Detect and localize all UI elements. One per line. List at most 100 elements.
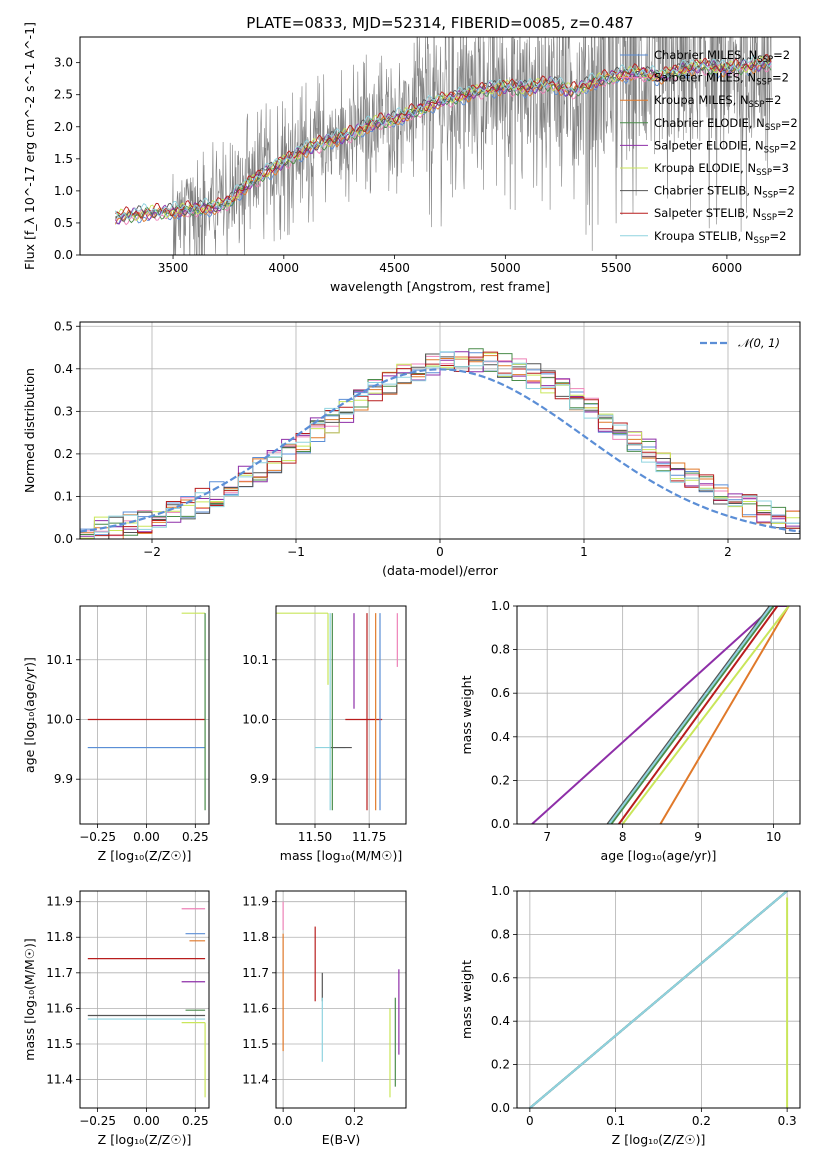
residual-histogram bbox=[80, 353, 800, 539]
y-tick-label: 10.0 bbox=[242, 712, 269, 726]
chart-age-vs-Z: −0.25 0.00 0.25 9.9 10.0 10.1 Z [log₁₀(Z/Z☉)] a… bbox=[22, 605, 210, 863]
y-tick-label: 9.9 bbox=[54, 772, 73, 786]
y-axis-label: age [log₁₀(age/yr)] bbox=[22, 657, 37, 773]
y-tick-label: 11.8 bbox=[46, 930, 73, 944]
x-axis-label: mass [log₁₀(M/M☉)] bbox=[280, 848, 402, 863]
y-tick-label: 0.8 bbox=[491, 927, 510, 941]
x-tick-label: 4000 bbox=[269, 261, 300, 275]
x-tick-label: 8 bbox=[619, 830, 627, 844]
chart-mass-vs-Z: −0.25 0.00 0.25 11.4 11.5 11.6 11.7 11.8 11.9 Z [… bbox=[22, 890, 210, 1147]
observed-spectrum-line bbox=[115, 37, 772, 255]
x-axis-label: Z [log₁₀(Z/Z☉)] bbox=[98, 848, 192, 863]
y-axis-label: mass weight bbox=[459, 675, 474, 754]
axes-frame bbox=[79, 36, 801, 256]
y-tick-label: 10.0 bbox=[46, 712, 73, 726]
x-axis-label: E(B-V) bbox=[322, 1132, 361, 1147]
legend-label: Chabrier MILES, NSSP=2 bbox=[654, 48, 790, 65]
y-tick-label: 9.9 bbox=[250, 772, 269, 786]
y-axis-label: mass weight bbox=[459, 960, 474, 1039]
y-tick-label: 2.5 bbox=[54, 88, 73, 102]
y-tick-label: 3.0 bbox=[54, 56, 73, 70]
x-tick-label: 0 bbox=[436, 545, 444, 559]
cumulative-line bbox=[606, 606, 771, 824]
y-tick-label: 0.0 bbox=[491, 1101, 510, 1115]
x-tick-label: 0.1 bbox=[606, 1114, 625, 1128]
y-tick-label: 11.5 bbox=[242, 1037, 269, 1051]
legend-label: Kroupa ELODIE, NSSP=3 bbox=[654, 161, 789, 178]
y-tick-label: 11.6 bbox=[242, 1001, 269, 1015]
plot-area-mass-vs-Z bbox=[87, 908, 206, 1098]
legend-label: Kroupa STELIB, NSSP=2 bbox=[654, 229, 786, 246]
axes-frame bbox=[516, 890, 801, 1109]
residual-histogram bbox=[80, 351, 800, 539]
y-tick-label: 11.8 bbox=[242, 930, 269, 944]
y-tick-label: 2.0 bbox=[54, 120, 73, 134]
x-tick-label: 0.00 bbox=[133, 1114, 160, 1128]
x-tick-label: 10 bbox=[766, 830, 781, 844]
plot-area-mass-vs-ebv bbox=[282, 901, 400, 1098]
y-tick-label: 0.3 bbox=[54, 404, 73, 418]
x-tick-label: −0.25 bbox=[79, 1114, 116, 1128]
y-tick-label: 1.0 bbox=[54, 184, 73, 198]
y-tick-label: 0.4 bbox=[491, 730, 510, 744]
x-tick-label: 2 bbox=[724, 545, 732, 559]
axes-frame bbox=[275, 605, 407, 825]
chart-cum-age: 7 8 9 10 0.0 0.2 0.4 0.6 0.8 1.0 age [log₁₀(age/yr… bbox=[459, 599, 801, 863]
x-tick-label: 11.75 bbox=[352, 830, 386, 844]
y-tick-label: 0.2 bbox=[491, 773, 510, 787]
legend-label: Salpeter STELIB, NSSP=2 bbox=[654, 206, 794, 223]
x-tick-label: 4500 bbox=[379, 261, 410, 275]
y-tick-label: 0.0 bbox=[54, 532, 73, 546]
cumulative-line bbox=[621, 606, 790, 824]
x-tick-label: 0.00 bbox=[133, 830, 160, 844]
y-tick-label: 0.0 bbox=[491, 817, 510, 831]
x-tick-label: 0.25 bbox=[182, 1114, 209, 1128]
y-tick-label: 1.5 bbox=[54, 152, 73, 166]
plot-area-spectrum bbox=[114, 37, 772, 255]
x-tick-label: 3500 bbox=[158, 261, 189, 275]
x-tick-label: 0.2 bbox=[692, 1114, 711, 1128]
x-tick-label: 0.3 bbox=[778, 1114, 797, 1128]
x-tick-label: 0.2 bbox=[345, 1114, 364, 1128]
plot-area-age-vs-Z bbox=[87, 612, 206, 811]
y-tick-label: 0.0 bbox=[54, 248, 73, 262]
model-spectrum-line bbox=[115, 53, 772, 219]
x-tick-label: 6000 bbox=[712, 261, 743, 275]
y-tick-label: 11.4 bbox=[242, 1073, 269, 1087]
cumulative-line bbox=[610, 606, 775, 824]
x-tick-label: 9 bbox=[694, 830, 702, 844]
x-tick-label: 0 bbox=[526, 1114, 534, 1128]
axes-frame bbox=[79, 605, 210, 825]
legend-label: Chabrier ELODIE, NSSP=2 bbox=[654, 116, 798, 133]
y-tick-label: 11.9 bbox=[242, 895, 269, 909]
x-axis-label: wavelength [Angstrom, rest frame] bbox=[330, 279, 550, 294]
cumulative-line bbox=[618, 606, 779, 824]
x-tick-label: −1 bbox=[287, 545, 305, 559]
cumulative-line bbox=[531, 606, 789, 824]
x-axis-label: Z [log₁₀(Z/Z☉)] bbox=[98, 1132, 192, 1147]
x-tick-label: 7 bbox=[543, 830, 551, 844]
cumulative-line bbox=[659, 606, 790, 824]
y-tick-label: 11.6 bbox=[46, 1001, 73, 1015]
plot-area-cum-Z bbox=[529, 891, 789, 1108]
x-tick-label: 1 bbox=[580, 545, 588, 559]
x-tick-label: 0.25 bbox=[182, 830, 209, 844]
cumulative-line bbox=[608, 606, 773, 824]
x-tick-label: 11.50 bbox=[298, 830, 332, 844]
legend-label: 𝒩(0, 1) bbox=[738, 336, 780, 350]
y-tick-label: 0.5 bbox=[54, 216, 73, 230]
y-tick-label: 0.6 bbox=[491, 971, 510, 985]
x-axis-label: age [log₁₀(age/yr)] bbox=[601, 848, 717, 863]
x-tick-label: 5500 bbox=[601, 261, 632, 275]
panels: Chabrier MILES, NSSP=2 Salpeter MILES, NS… bbox=[22, 22, 801, 1147]
axes-frame bbox=[275, 890, 407, 1109]
y-tick-label: 0.4 bbox=[491, 1014, 510, 1028]
chart-mass-vs-ebv: 0.0 0.2 11.4 11.5 11.6 11.7 11.8 11.9 E(B-V) bbox=[242, 890, 407, 1147]
y-tick-label: 1.0 bbox=[491, 884, 510, 898]
chart-age-vs-mass: 11.50 11.75 9.9 10.0 10.1 mass [log₁₀(M/M☉)] bbox=[242, 605, 407, 863]
y-tick-label: 0.6 bbox=[491, 686, 510, 700]
legend-label: Salpeter MILES, NSSP=2 bbox=[654, 71, 789, 88]
y-tick-label: 0.2 bbox=[491, 1058, 510, 1072]
y-tick-label: 10.1 bbox=[242, 653, 269, 667]
